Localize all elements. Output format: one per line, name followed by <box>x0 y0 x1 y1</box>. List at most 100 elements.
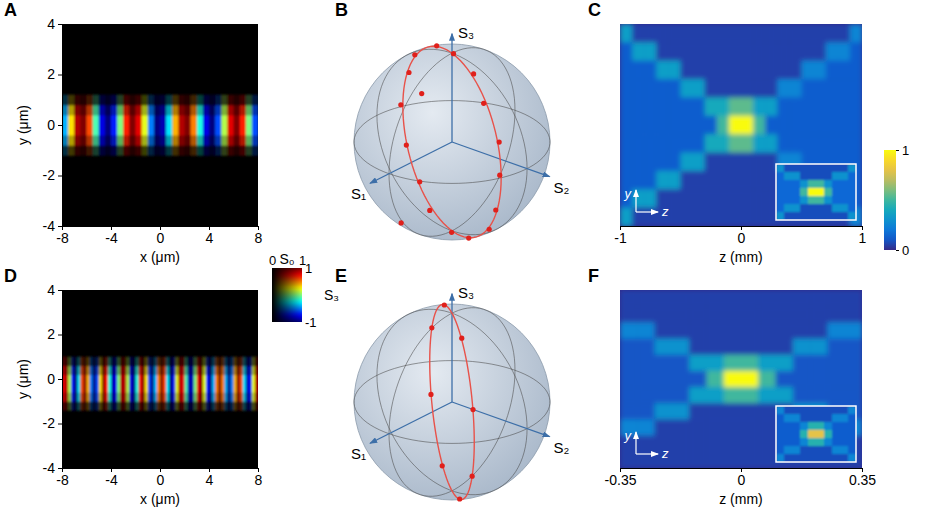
cell <box>114 383 118 392</box>
cell <box>175 383 179 392</box>
cell <box>689 452 707 468</box>
cell <box>123 105 130 116</box>
cell <box>96 401 100 410</box>
cell <box>777 134 790 153</box>
cell <box>656 116 669 135</box>
cell <box>129 357 133 366</box>
cell <box>741 436 759 453</box>
cell <box>850 61 862 80</box>
cell <box>74 105 81 116</box>
cell <box>172 392 176 401</box>
cell <box>145 401 149 410</box>
panel-label: F <box>588 266 599 286</box>
cell <box>230 401 234 410</box>
cell <box>240 105 247 116</box>
point <box>419 91 424 96</box>
cell <box>827 387 845 404</box>
cell <box>65 357 69 366</box>
inset-cell <box>800 172 809 181</box>
cell <box>160 357 164 366</box>
cell <box>142 135 149 146</box>
cell <box>105 375 109 384</box>
cell <box>221 401 225 410</box>
cell <box>154 115 161 126</box>
cell <box>87 357 91 366</box>
cell <box>178 105 185 116</box>
panel-label: A <box>4 0 17 20</box>
cell <box>178 375 182 384</box>
cell <box>827 290 845 307</box>
cell <box>80 401 84 410</box>
inset-cell <box>808 180 817 189</box>
color-bar: 01 <box>884 143 909 258</box>
cell <box>185 375 189 384</box>
cell <box>206 392 210 401</box>
inset-cell <box>784 172 793 181</box>
inset-cell <box>848 414 856 423</box>
cell <box>197 392 201 401</box>
cell <box>655 339 673 356</box>
cell <box>810 339 828 356</box>
cell <box>620 61 633 80</box>
cell <box>160 125 167 136</box>
cell <box>74 401 78 410</box>
cell <box>145 383 149 392</box>
cell <box>117 115 124 126</box>
cell <box>80 135 87 146</box>
cell <box>810 387 828 404</box>
cell <box>142 125 149 136</box>
inset-cell <box>824 454 833 462</box>
cell <box>252 105 258 116</box>
cell <box>814 134 827 153</box>
glyph-label: y <box>624 186 633 201</box>
cell <box>814 116 827 135</box>
cell <box>120 383 124 392</box>
cell <box>175 366 179 375</box>
inset-cell <box>816 438 825 447</box>
cell <box>111 145 118 156</box>
inset-cell <box>824 212 833 220</box>
inset-cell <box>784 438 793 447</box>
cell <box>166 383 170 392</box>
cell <box>741 97 754 116</box>
cell <box>200 392 204 401</box>
cell <box>234 125 241 136</box>
cell <box>729 79 742 98</box>
cell <box>197 125 204 136</box>
cell <box>111 366 115 375</box>
point <box>459 336 464 341</box>
point <box>471 71 476 76</box>
cell <box>71 375 75 384</box>
cell <box>87 145 94 156</box>
cell <box>221 135 228 146</box>
cell <box>717 42 730 61</box>
cell <box>194 383 198 392</box>
plot-background <box>62 24 258 226</box>
tick-mark <box>58 290 62 291</box>
tick-label: 4 <box>47 16 55 32</box>
cell <box>227 145 234 156</box>
cell <box>255 375 258 384</box>
cell <box>194 375 198 384</box>
cell <box>705 171 718 190</box>
cell <box>93 105 100 116</box>
cell <box>221 95 228 106</box>
cell <box>693 153 706 172</box>
cell <box>148 392 152 401</box>
cell <box>793 387 811 404</box>
inset-cell <box>832 446 841 455</box>
tick-label: 8 <box>255 230 263 246</box>
cell <box>777 24 790 43</box>
inset-cell <box>784 454 793 462</box>
cell <box>227 401 231 410</box>
cell <box>758 387 776 404</box>
tick-mark <box>58 424 62 425</box>
inset-cell <box>808 204 817 213</box>
cell <box>172 383 176 392</box>
cell <box>227 357 231 366</box>
cell <box>126 392 130 401</box>
cell <box>845 306 862 323</box>
cell <box>148 125 155 136</box>
cell <box>148 383 152 392</box>
x-axis-title: x (μm) <box>140 249 180 265</box>
